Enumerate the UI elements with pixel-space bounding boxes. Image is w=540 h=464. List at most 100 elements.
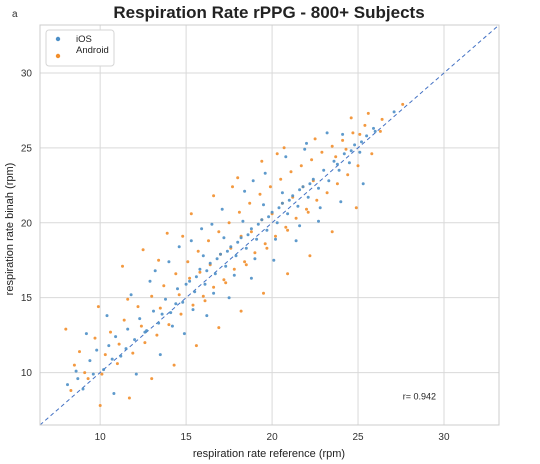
- data-point-android: [244, 263, 248, 267]
- data-point-ios: [360, 140, 363, 144]
- data-point-android: [150, 294, 154, 298]
- data-point-ios: [203, 282, 207, 286]
- x-tick-label: 10: [95, 432, 107, 443]
- data-point-ios: [361, 182, 365, 186]
- data-point-android: [334, 155, 338, 159]
- data-point-android: [167, 323, 171, 327]
- data-point-ios: [153, 269, 157, 273]
- y-axis-label: respiration rate binah (rpm): [4, 163, 16, 296]
- data-point-ios: [298, 188, 302, 192]
- data-point-android: [284, 225, 288, 229]
- data-point-android: [177, 293, 181, 297]
- data-point-android: [157, 258, 161, 262]
- data-point-ios: [232, 273, 236, 277]
- data-point-android: [139, 324, 143, 328]
- data-point-android: [248, 201, 252, 205]
- data-point-ios: [249, 276, 253, 280]
- data-point-ios: [246, 233, 250, 237]
- data-point-android: [86, 377, 90, 381]
- data-point-ios: [253, 257, 257, 261]
- data-point-android: [165, 231, 169, 235]
- data-point-android: [325, 191, 329, 195]
- data-point-android: [78, 350, 81, 354]
- data-point-ios: [234, 254, 238, 258]
- data-point-ios: [91, 372, 95, 376]
- data-point-ios: [339, 200, 343, 204]
- legend-marker-android: [55, 53, 61, 59]
- data-point-ios: [249, 227, 253, 231]
- data-point-ios: [306, 195, 310, 199]
- data-point-android: [224, 281, 228, 285]
- data-point-android: [282, 146, 286, 150]
- data-point-ios: [205, 269, 209, 273]
- data-point-android: [294, 216, 298, 220]
- data-point-ios: [164, 297, 167, 301]
- data-point-ios: [296, 204, 300, 208]
- data-point-android: [83, 371, 87, 375]
- data-point-android: [351, 131, 355, 135]
- data-point-ios: [322, 168, 326, 172]
- data-point-ios: [84, 332, 88, 336]
- data-point-ios: [134, 372, 138, 376]
- data-point-ios: [349, 149, 353, 153]
- data-point-android: [286, 228, 290, 232]
- data-point-ios: [372, 126, 375, 130]
- legend-box: [45, 29, 115, 67]
- data-point-android: [96, 305, 100, 309]
- data-point-android: [263, 242, 267, 246]
- data-point-ios: [332, 159, 336, 163]
- data-point-ios: [284, 155, 288, 159]
- data-point-ios: [160, 312, 164, 316]
- data-point-android: [217, 230, 221, 234]
- x-tick-label: 25: [352, 432, 364, 443]
- data-point-ios: [262, 203, 265, 207]
- data-point-android: [268, 185, 272, 189]
- data-point-android: [344, 147, 348, 151]
- x-axis-label: respiration rate reference (rpm): [193, 448, 345, 460]
- data-point-android: [93, 336, 97, 340]
- data-point-ios: [224, 264, 228, 268]
- data-point-android: [346, 173, 350, 177]
- data-point-android: [181, 234, 185, 238]
- data-point-android: [126, 297, 130, 301]
- data-point-ios: [66, 383, 69, 387]
- data-point-ios: [76, 377, 80, 381]
- data-point-ios: [152, 309, 155, 313]
- data-point-android: [356, 164, 360, 168]
- data-point-android: [354, 206, 358, 210]
- data-point-ios: [222, 236, 226, 240]
- data-point-ios: [143, 330, 147, 334]
- data-point-ios: [198, 267, 202, 271]
- gridlines: [40, 25, 499, 425]
- data-point-android: [121, 264, 124, 268]
- data-point-ios: [341, 132, 345, 136]
- data-point-ios: [317, 219, 320, 223]
- data-point-ios: [74, 369, 78, 373]
- data-point-android: [262, 291, 265, 295]
- data-point-ios: [244, 246, 248, 250]
- data-point-ios: [219, 252, 222, 256]
- data-point-android: [196, 249, 200, 253]
- data-point-android: [232, 267, 236, 271]
- data-point-ios: [342, 152, 346, 156]
- data-point-ios: [194, 275, 198, 279]
- data-point-ios: [95, 348, 99, 352]
- data-point-android: [136, 305, 140, 309]
- data-point-ios: [107, 344, 111, 348]
- data-point-android: [260, 159, 264, 163]
- data-point-ios: [327, 179, 331, 183]
- data-point-ios: [265, 228, 269, 232]
- data-point-ios: [317, 186, 320, 190]
- data-point-android: [141, 248, 145, 252]
- data-point-ios: [184, 282, 188, 286]
- data-point-ios: [176, 287, 179, 291]
- data-point-ios: [280, 191, 284, 195]
- data-point-android: [401, 102, 405, 106]
- data-point-ios: [243, 189, 247, 193]
- data-point-ios: [105, 314, 109, 318]
- data-point-ios: [270, 210, 274, 214]
- data-point-android: [310, 158, 314, 162]
- data-point-android: [286, 272, 290, 276]
- data-point-android: [201, 294, 205, 298]
- data-point-ios: [277, 206, 281, 210]
